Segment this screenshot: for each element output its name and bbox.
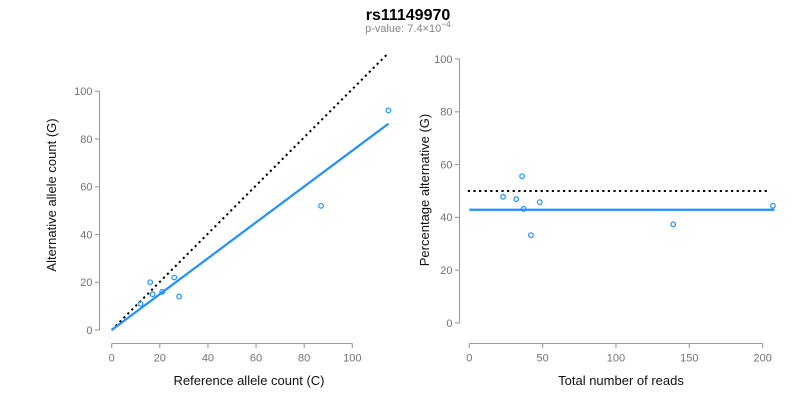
x-axis-title: Reference allele count (C) xyxy=(173,373,324,388)
x-axis-title: Total number of reads xyxy=(558,373,684,388)
data-point xyxy=(137,300,144,307)
data-point xyxy=(519,173,526,180)
y-tick-label: 80 xyxy=(80,134,92,146)
fit-line xyxy=(111,122,390,331)
data-point xyxy=(385,107,392,114)
y-tick-label: 60 xyxy=(440,159,452,171)
data-point xyxy=(500,193,506,200)
data-point xyxy=(149,291,156,298)
x-tick-label: 100 xyxy=(343,353,361,365)
x-tick-label: 20 xyxy=(154,353,166,365)
allele-counts-plot: 0 20 40 60 80 100 0 20 40 60 80 100 Reference allele… xyxy=(44,53,392,388)
x-tick-label: 200 xyxy=(753,353,771,365)
y-axis-title: Alternative allele count (G) xyxy=(44,118,59,271)
x-tick-label: 50 xyxy=(537,353,549,365)
y-tick-label: 0 xyxy=(86,325,92,337)
data-point xyxy=(159,288,166,295)
y-tick-label: 60 xyxy=(80,182,92,194)
data-point xyxy=(171,274,178,281)
plots-group: 0 20 40 60 80 100 0 20 40 60 80 100 Reference allele… xyxy=(44,53,776,388)
data-point xyxy=(770,202,776,209)
x-tick-label: 0 xyxy=(109,353,115,365)
y-axis-title: Percentage alternative (G) xyxy=(417,114,432,266)
x-tick-label: 0 xyxy=(466,353,472,365)
identity-line xyxy=(110,53,388,331)
y-tick-label: 20 xyxy=(440,265,452,277)
x-tick-label: 100 xyxy=(607,353,625,365)
percentage-alternative-plot: 0 20 40 60 80 100 0 50 100 150 200 Total number of … xyxy=(417,54,776,388)
data-point xyxy=(176,293,182,300)
y-tick-label: 40 xyxy=(80,229,92,241)
y-tick-label: 40 xyxy=(440,212,452,224)
figure-subtitle: p-value: 7.4×10−4 xyxy=(365,19,451,35)
data-point xyxy=(520,206,527,212)
data-point xyxy=(670,221,677,228)
y-tick-label: 100 xyxy=(74,86,92,98)
x-tick-label: 150 xyxy=(680,353,698,365)
x-tick-label: 40 xyxy=(202,353,214,365)
figure-title: rs11149970 xyxy=(366,7,451,24)
pvalue-text: p-value: 7.4×10 xyxy=(365,23,441,35)
data-point xyxy=(318,202,324,209)
x-tick-label: 80 xyxy=(298,353,310,365)
data-point xyxy=(147,279,154,286)
y-tick-label: 80 xyxy=(440,107,452,119)
x-tick-label: 60 xyxy=(250,353,262,365)
y-tick-label: 100 xyxy=(434,54,452,66)
pvalue-exponent: −4 xyxy=(441,19,451,29)
data-point xyxy=(528,232,534,238)
y-tick-label: 20 xyxy=(80,277,92,289)
data-point xyxy=(536,199,543,205)
data-point xyxy=(513,196,520,203)
y-tick-label: 0 xyxy=(446,318,452,330)
